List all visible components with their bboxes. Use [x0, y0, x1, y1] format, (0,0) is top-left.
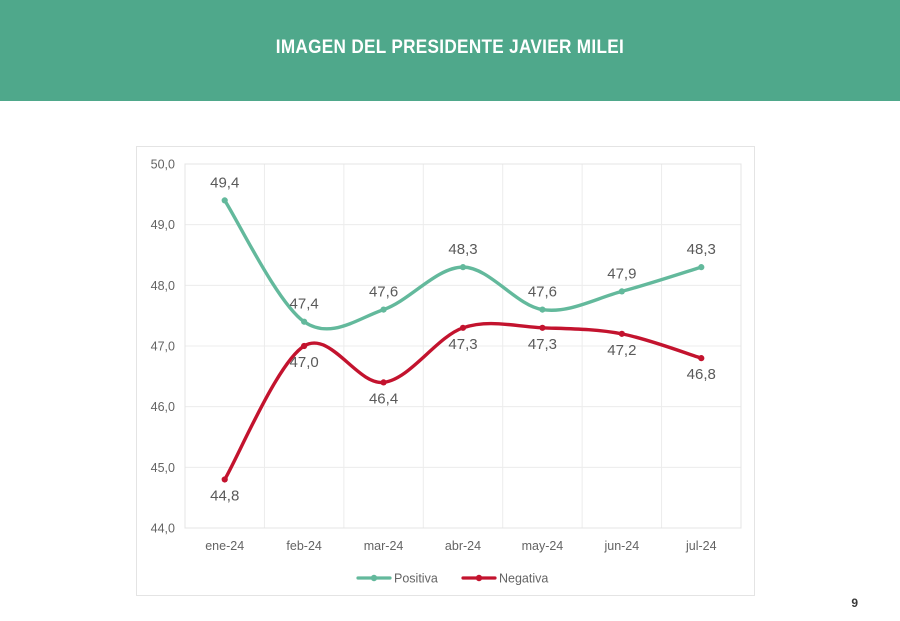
x-axis-tick-label: jul-24: [685, 539, 717, 553]
data-label-positiva: 47,6: [528, 284, 557, 301]
y-axis-tick-label: 49,0: [151, 218, 175, 232]
data-label-negativa: 46,4: [369, 390, 398, 407]
data-label-negativa: 46,8: [687, 366, 716, 383]
data-point-negativa: [698, 355, 705, 362]
data-point-positiva: [459, 264, 467, 271]
chart-legend: Positiva Negativa: [356, 572, 548, 586]
legend-label: Positiva: [394, 572, 438, 586]
page-title: IMAGEN DEL PRESIDENTE JAVIER MILEI: [275, 36, 625, 58]
data-point-negativa: [301, 342, 308, 350]
data-label-negativa: 47,2: [607, 342, 636, 359]
y-axis-tick-label: 44,0: [151, 522, 175, 536]
data-point-positiva: [380, 306, 387, 313]
plot-area-border: [184, 163, 742, 529]
data-point-negativa: [539, 324, 546, 331]
x-axis-tick-label: abr-24: [445, 539, 481, 553]
x-axis-tick-label: jun-24: [603, 539, 639, 553]
data-label-positiva: 48,3: [448, 241, 477, 258]
y-axis-tick-label: 47,0: [151, 340, 175, 354]
data-point-positiva: [539, 306, 546, 313]
chart-inner: 50,0 49,0 48,0 47,0 46,0 45,0 44,0 ene-24 feb-2…: [137, 147, 754, 595]
header-banner: IMAGEN DEL PRESIDENTE JAVIER MILEI: [0, 0, 900, 101]
data-point-negativa: [618, 330, 625, 337]
legend-label: Negativa: [499, 572, 548, 586]
y-axis-tick-label: 50,0: [151, 158, 175, 172]
chart-y-axis-ticks: 50,0 49,0 48,0 47,0 46,0 45,0 44,0: [151, 158, 175, 536]
data-label-negativa: 44,8: [210, 487, 239, 504]
data-point-negativa: [221, 476, 228, 483]
data-label-positiva: 49,4: [210, 174, 239, 191]
data-label-negativa: 47,3: [528, 336, 557, 353]
data-point-negativa: [459, 324, 467, 331]
data-point-positiva: [618, 288, 625, 295]
data-label-positiva: 48,3: [687, 241, 716, 258]
legend-marker-dot: [370, 574, 378, 582]
data-point-positiva: [698, 264, 705, 271]
legend-marker-dot: [475, 574, 483, 582]
data-point-negativa: [380, 379, 387, 386]
x-axis-tick-label: ene-24: [205, 539, 244, 553]
data-label-negativa: 47,3: [448, 336, 477, 353]
data-label-negativa: 47,0: [290, 354, 319, 371]
chart-plot-border: [184, 163, 742, 529]
y-axis-tick-label: 46,0: [151, 400, 175, 414]
line-chart: 50,0 49,0 48,0 47,0 46,0 45,0 44,0 ene-24 feb-2…: [151, 158, 742, 586]
x-axis-tick-label: may-24: [522, 539, 564, 553]
y-axis-tick-label: 45,0: [151, 461, 175, 475]
data-label-positiva: 47,9: [607, 265, 636, 282]
y-axis-tick-label: 48,0: [151, 279, 175, 293]
data-label-positiva: 47,4: [290, 296, 319, 313]
page-number: 9: [851, 596, 858, 610]
chart-data-labels: 49,4 47,4 47,6 48,3 47,6 47,9 48,3 44,8 47,0 46,4…: [210, 174, 716, 504]
chart-series-lines: [221, 197, 705, 483]
chart-container: 50,0 49,0 48,0 47,0 46,0 45,0 44,0 ene-24 feb-2…: [136, 146, 755, 596]
data-label-positiva: 47,6: [369, 284, 398, 301]
data-point-positiva: [221, 197, 228, 204]
chart-x-axis-ticks: ene-24 feb-24 mar-24 abr-24 may-24 jun-24 jul-…: [205, 539, 716, 553]
x-axis-tick-label: mar-24: [364, 539, 404, 553]
x-axis-tick-label: feb-24: [286, 539, 321, 553]
data-point-positiva: [301, 318, 308, 325]
